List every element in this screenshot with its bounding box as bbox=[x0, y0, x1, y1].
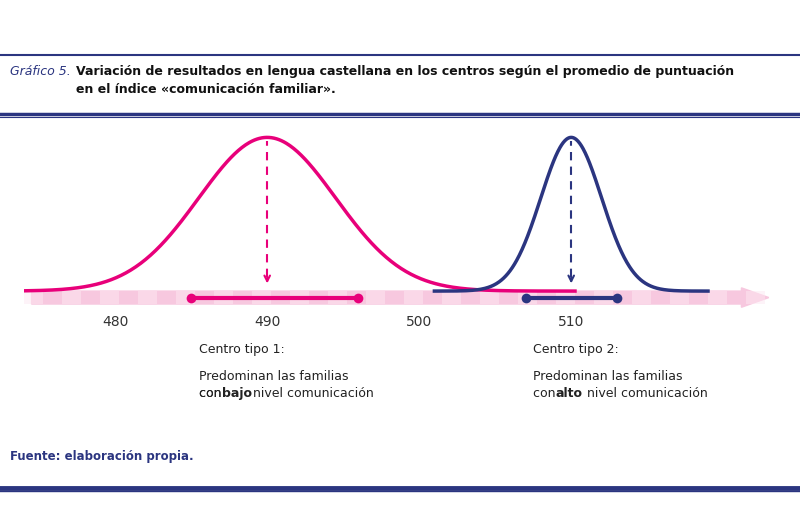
Bar bbox=[214, 291, 233, 304]
Text: con: con bbox=[534, 386, 560, 399]
Text: 510: 510 bbox=[558, 315, 584, 329]
Bar bbox=[62, 291, 81, 304]
Text: con: con bbox=[199, 386, 226, 399]
Text: Predominan las familias: Predominan las familias bbox=[534, 370, 682, 383]
Bar bbox=[290, 291, 309, 304]
Bar bbox=[442, 291, 461, 304]
Bar bbox=[328, 291, 347, 304]
Text: Centro tipo 2:: Centro tipo 2: bbox=[534, 343, 619, 356]
Text: con: con bbox=[199, 386, 226, 399]
Text: 480: 480 bbox=[102, 315, 128, 329]
Bar bbox=[632, 291, 651, 304]
Bar bbox=[100, 291, 119, 304]
Bar bbox=[252, 291, 271, 304]
Text: Variación de resultados en lengua castellana en los centros según el promedio de: Variación de resultados en lengua castel… bbox=[76, 65, 734, 96]
Text: Centro tipo 1:: Centro tipo 1: bbox=[199, 343, 285, 356]
Text: 500: 500 bbox=[406, 315, 432, 329]
Text: nivel comunicación: nivel comunicación bbox=[583, 386, 708, 399]
Text: nivel comunicación: nivel comunicación bbox=[249, 386, 374, 399]
FancyArrow shape bbox=[32, 288, 769, 307]
Text: Gráfico 5.: Gráfico 5. bbox=[10, 65, 71, 78]
Bar bbox=[24, 291, 43, 304]
Bar bbox=[176, 291, 195, 304]
Bar bbox=[138, 291, 157, 304]
Bar bbox=[366, 291, 385, 304]
Bar bbox=[518, 291, 537, 304]
Text: bajo: bajo bbox=[222, 386, 252, 399]
Bar bbox=[480, 291, 499, 304]
Bar bbox=[556, 291, 575, 304]
Text: alto: alto bbox=[556, 386, 583, 399]
Text: Predominan las familias: Predominan las familias bbox=[199, 370, 348, 383]
Bar bbox=[404, 291, 423, 304]
Bar bbox=[708, 291, 727, 304]
Bar bbox=[746, 291, 765, 304]
Text: 490: 490 bbox=[254, 315, 280, 329]
Bar bbox=[594, 291, 613, 304]
Text: Fuente: elaboración propia.: Fuente: elaboración propia. bbox=[10, 450, 194, 463]
Text: con bajo: con bajo bbox=[199, 386, 252, 399]
Bar bbox=[670, 291, 689, 304]
